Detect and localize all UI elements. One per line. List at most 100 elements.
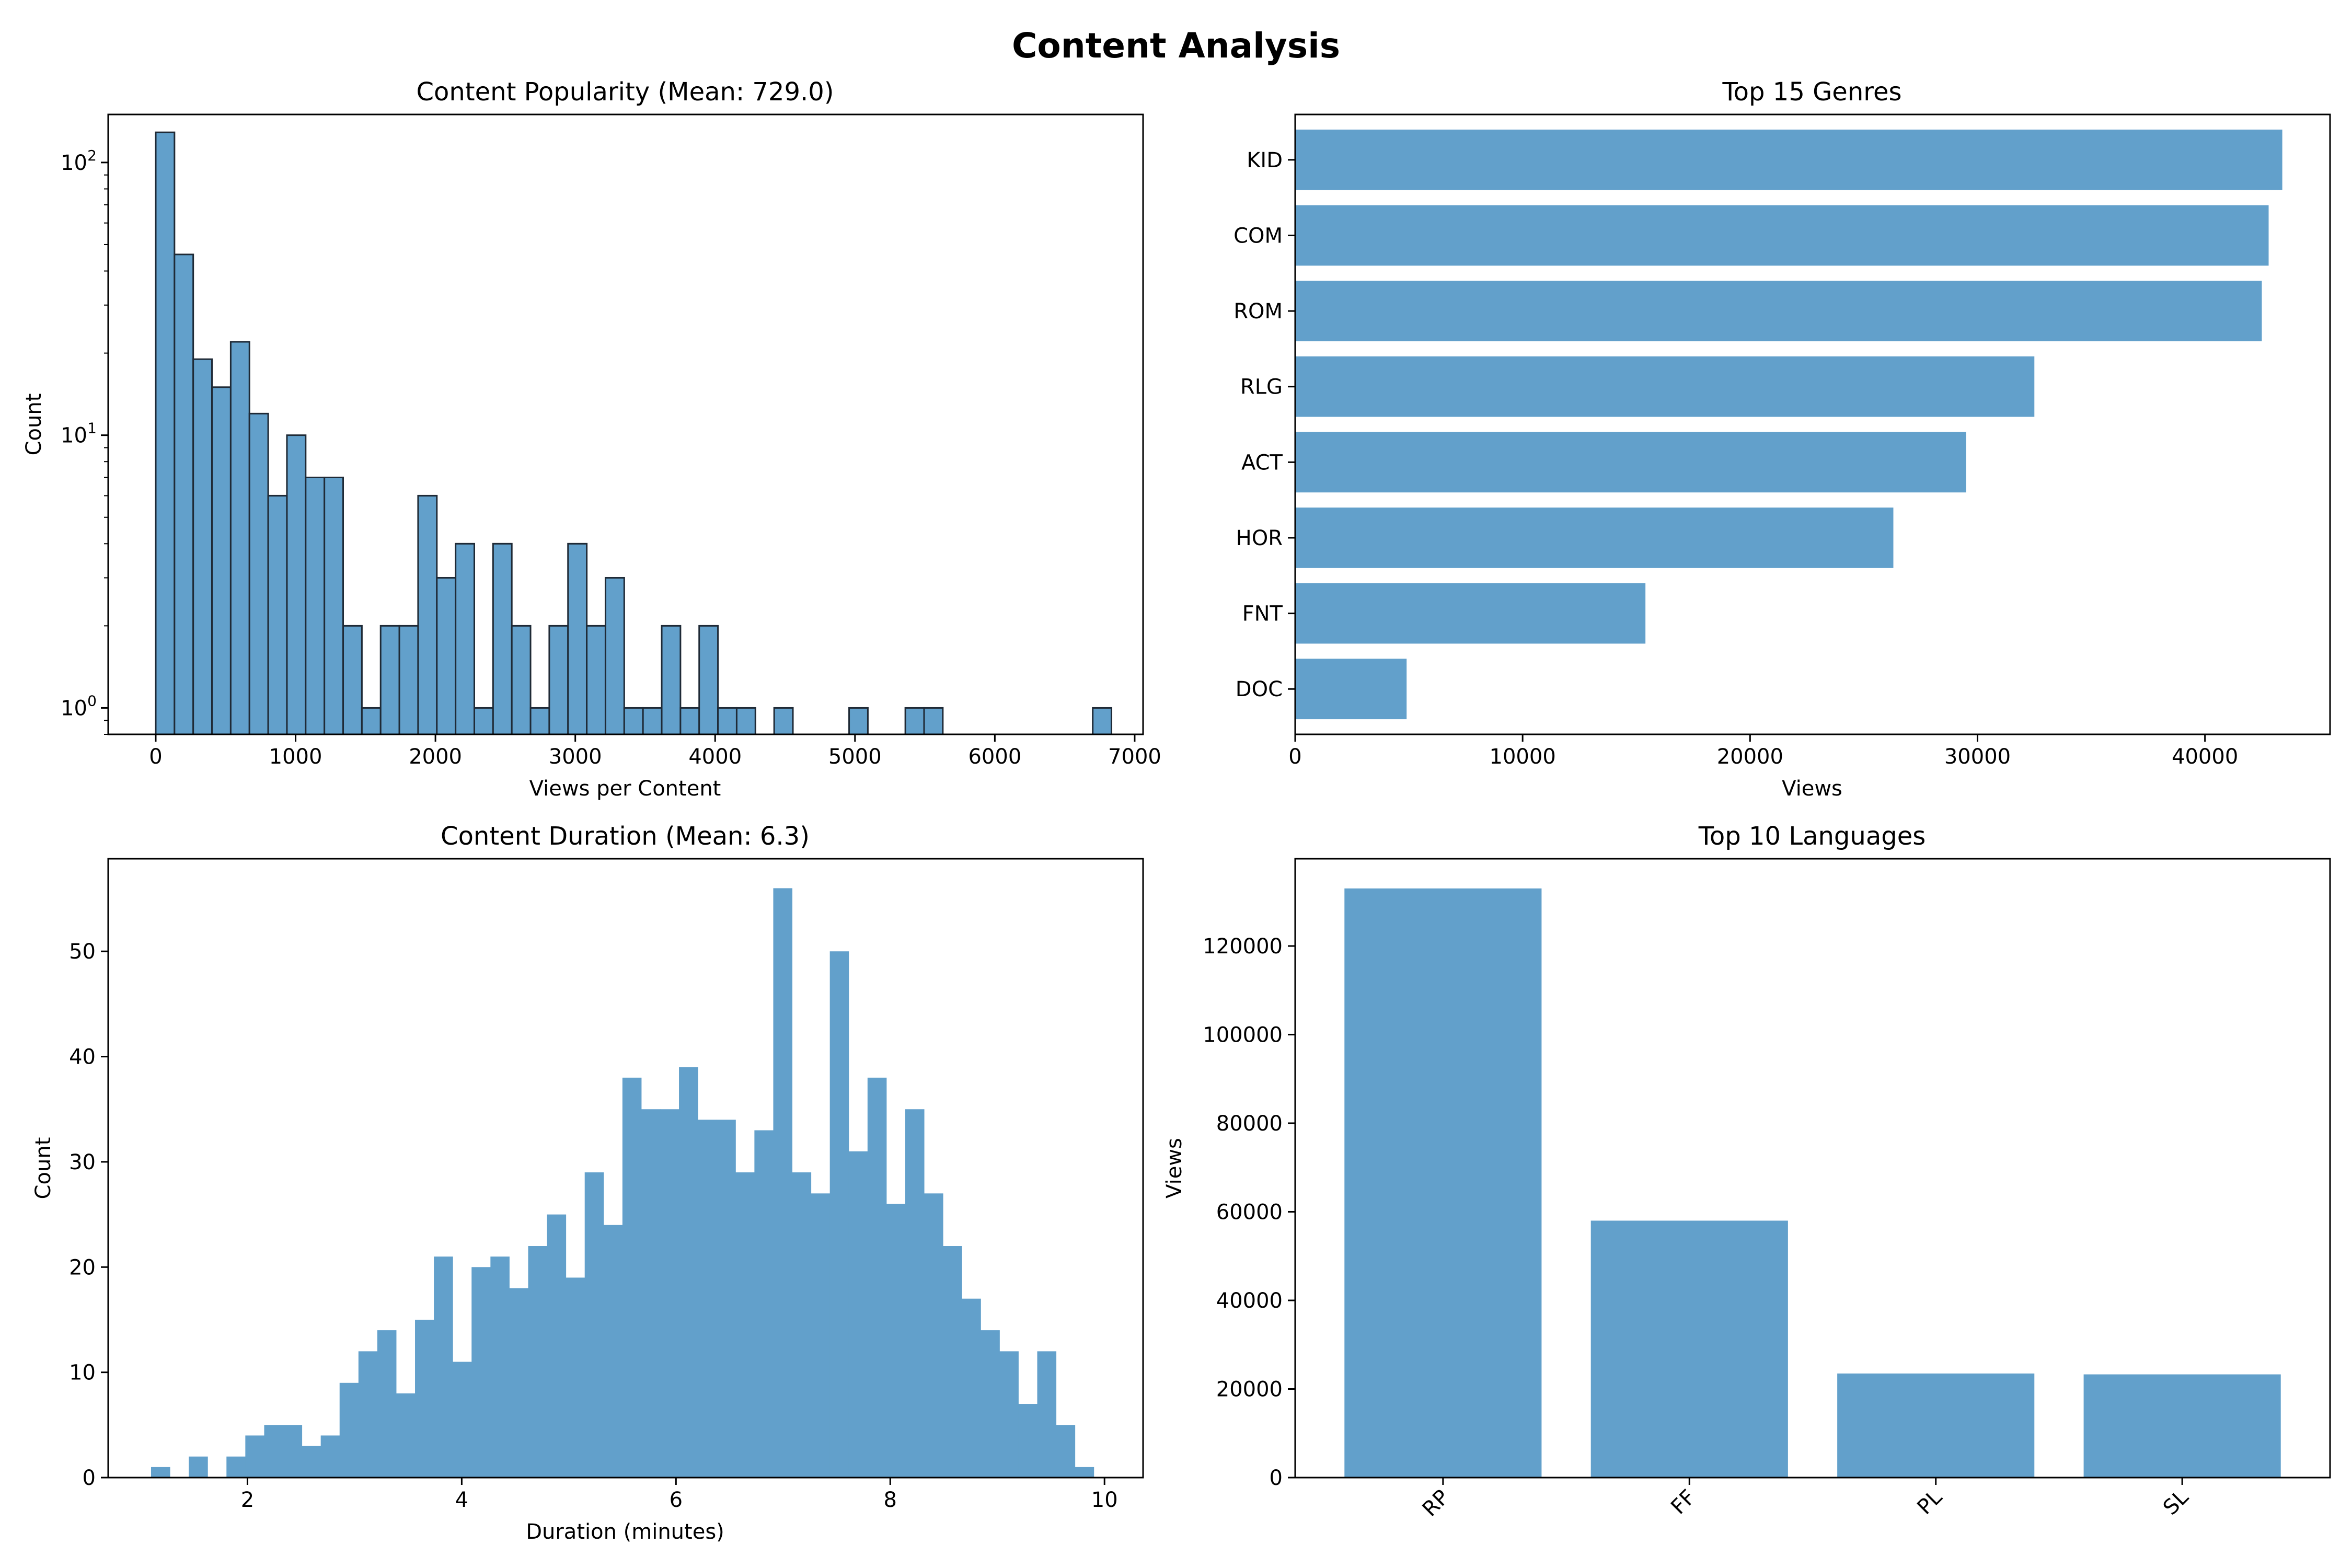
language-bar [1590,1220,1788,1478]
popularity-bar [473,707,494,735]
duration-bar [302,1446,321,1478]
popularity-bar [773,707,794,735]
popularity-bar [192,358,213,735]
popularity-bars [155,131,1113,735]
duration-bar [415,1319,434,1478]
duration-bar [377,1330,397,1478]
popularity-y-tick-label: 10 [61,424,87,448]
popularity-y-tick-label: 10 [61,696,87,720]
duration-bar [1075,1467,1094,1478]
duration-y-tick-label: 10 [69,1361,96,1385]
popularity-y-axis-label: Count [22,394,46,456]
duration-bar [434,1256,453,1478]
popularity-chart-title: Content Popularity (Mean: 729.0) [416,77,834,107]
genre-bar [1295,508,1894,568]
languages-y-tick-label: 100000 [1203,1023,1283,1047]
popularity-bar [267,494,288,735]
popularity-x-tick-label: 4000 [688,745,742,769]
duration-bar [735,1172,755,1478]
popularity-bar [417,494,438,735]
popularity-bar [436,577,457,735]
popularity-bar [642,707,663,735]
duration-bar [886,1204,906,1478]
duration-bar [471,1267,491,1478]
popularity-y-tick-exponent: 0 [87,692,97,709]
genres-barh-panel: Top 15 Genres KID COM ROM RLG ACT HOR FNT DOC 0 1… [1233,77,2331,801]
duration-bar [924,1193,943,1478]
genre-y-tick-label: DOC [1236,677,1283,701]
duration-bar [943,1246,962,1478]
popularity-bar [717,707,737,735]
duration-bar [1056,1425,1076,1478]
duration-axis-ticks: 2 4 6 8 10 0 10 20 30 40 50 [69,940,1118,1512]
popularity-bar [324,476,344,735]
duration-bar [226,1456,246,1478]
duration-y-tick-label: 0 [83,1466,96,1490]
genres-x-tick-label: 40000 [2172,745,2238,769]
duration-x-tick-label: 6 [670,1488,683,1512]
duration-bar [679,1067,698,1478]
languages-chart-title: Top 10 Languages [1698,822,1926,851]
duration-bar [358,1351,378,1478]
genres-chart-title: Top 15 Genres [1722,77,1902,107]
duration-bar [622,1077,642,1478]
duration-y-axis-label: Count [31,1137,55,1200]
duration-bar [509,1288,528,1478]
genres-x-axis-label: Views [1782,777,1842,801]
genre-y-tick-label: KID [1247,148,1283,172]
popularity-bar [211,386,232,735]
duration-bar [698,1120,717,1478]
duration-bar [283,1425,303,1478]
popularity-bar [548,625,569,735]
duration-x-tick-label: 4 [455,1488,468,1512]
popularity-bar [342,625,363,735]
languages-bar-panel: Top 10 Languages RP FF PL SL020000400006000… [1162,822,2331,1521]
genre-y-tick-label: COM [1233,224,1283,248]
popularity-bar [155,131,176,735]
popularity-bar [492,543,513,735]
popularity-y-tick-exponent: 1 [87,420,97,437]
popularity-x-axis-label: Views per Content [529,777,721,801]
genres-x-tick-label: 0 [1288,745,1301,769]
duration-bar [547,1214,567,1478]
genre-y-tick-label: RLG [1240,375,1283,399]
popularity-bar [848,707,869,735]
duration-bar [151,1467,170,1478]
duration-bar [867,1077,887,1478]
popularity-x-tick-label: 7000 [1108,745,1161,769]
popularity-x-tick-label: 0 [149,745,162,769]
duration-bar [792,1172,812,1478]
duration-bar [189,1456,208,1478]
popularity-bar [904,707,925,735]
languages-y-tick-label: 40000 [1216,1289,1283,1313]
popularity-bar [305,476,326,735]
popularity-bar [229,341,250,735]
genres-bars [1295,129,2282,720]
genres-x-tick-label: 30000 [1944,745,2011,769]
popularity-x-tick-label: 3000 [549,745,602,769]
duration-bar [999,1351,1019,1478]
popularity-histogram-panel: Content Popularity (Mean: 729.0) 0 1000 20… [22,77,1161,801]
duration-bar [641,1109,661,1478]
duration-bar [981,1330,1000,1478]
language-bar [1344,888,1542,1478]
popularity-bar [511,625,532,735]
genre-bar [1295,356,2035,417]
duration-x-tick-label: 8 [884,1488,897,1512]
genre-bar [1295,659,1407,720]
genre-bar [1295,205,2269,266]
genres-axis-ticks: KID COM ROM RLG ACT HOR FNT DOC 0 10000 20000 30000… [1233,148,2238,769]
duration-histogram-panel: Content Duration (Mean: 6.3) 2 4 6 8 10 0 10 20… [31,822,1144,1544]
duration-bar [490,1256,510,1478]
duration-chart-title: Content Duration (Mean: 6.3) [441,822,810,851]
popularity-x-tick-label: 2000 [409,745,462,769]
popularity-bar [735,707,756,735]
genre-y-tick-label: ROM [1233,299,1283,324]
popularity-bar [398,625,419,735]
popularity-bar [586,625,606,735]
genres-plot-frame [1294,113,2331,735]
duration-bar [754,1130,774,1478]
popularity-bar [174,253,194,735]
